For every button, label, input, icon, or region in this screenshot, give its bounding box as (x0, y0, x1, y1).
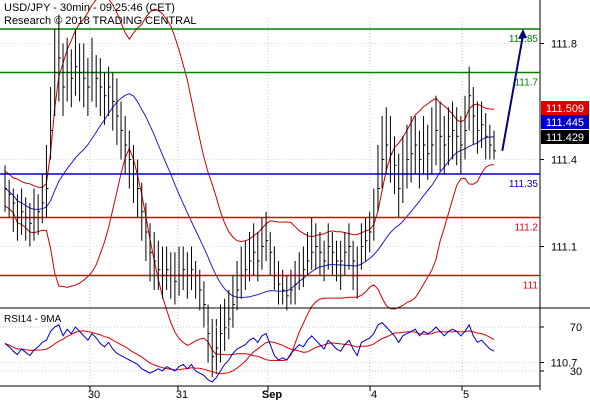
level-label: 111.7 (514, 78, 538, 89)
rsi-line (4, 321, 495, 383)
y-tick-label: 111.4 (551, 155, 577, 167)
target-arrow-line (501, 34, 524, 151)
value-badge (541, 130, 589, 144)
y-tick-label: 110.7 (551, 358, 578, 370)
x-tick-label: 5 (463, 389, 469, 400)
x-tick-label: 4 (371, 389, 377, 400)
value-badge-label: 111.509 (546, 103, 584, 115)
target-arrow-head (518, 29, 528, 39)
rsi-tick-label: 70 (570, 322, 582, 334)
value-badge (541, 115, 589, 129)
level-label: 111.35 (509, 179, 539, 190)
x-tick-label: 31 (176, 389, 188, 400)
target-arrow (501, 29, 528, 151)
y-tick-label: 111.8 (551, 39, 577, 51)
x-tick-label: 30 (88, 389, 100, 400)
indicator-label: RSI14 - 9MA (4, 314, 62, 325)
value-badges: 111.509 111.445 111.429 (541, 101, 589, 144)
value-badge-label: 111.445 (546, 117, 584, 129)
x-tick-label: Sep (262, 389, 282, 400)
level-label: 111 (523, 281, 539, 292)
bollinger-lower-band (4, 147, 495, 361)
value-badge (541, 101, 589, 115)
level-label: 111.85 (509, 34, 539, 45)
moving-average-line (4, 93, 495, 299)
rsi-ma-line (4, 330, 495, 375)
y-tick-label: 111.1 (551, 242, 577, 254)
grid-lines (0, 0, 541, 390)
level-label: 111.2 (514, 223, 538, 234)
moving-average (4, 93, 495, 299)
y-axis-ticks: 111.8 111.4 111.1 110.7 (540, 39, 577, 370)
price-bars (4, 14, 496, 377)
rsi-tick-label: 30 (570, 366, 582, 378)
chart-title: USD/JPY - 30min - 09:25:46 (CET) (4, 2, 175, 14)
x-axis: 30 31 Sep 4 5 (0, 385, 540, 400)
rsi-panel: 70 30 (0, 321, 582, 383)
value-badge-label: 111.429 (546, 132, 584, 144)
chart-credit: Research © 2018 TRADING CENTRAL (4, 15, 197, 27)
